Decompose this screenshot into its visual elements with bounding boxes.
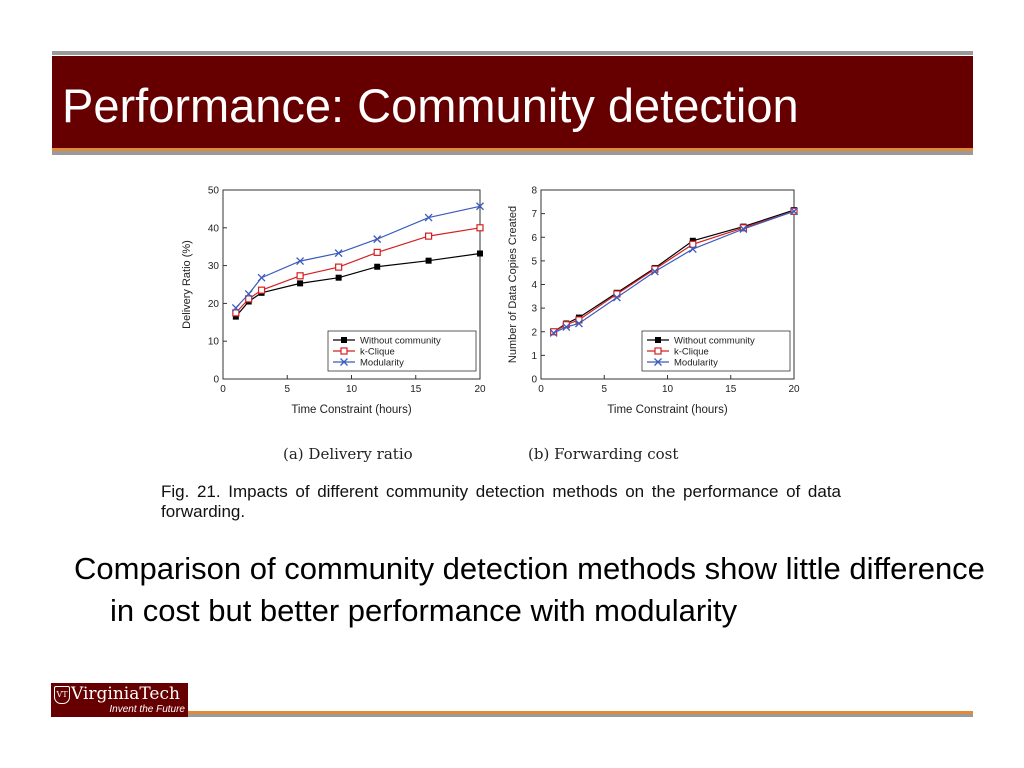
chart-1-legend-label: Without community: [360, 336, 441, 347]
chart-2-legend-label: k-Clique: [674, 347, 709, 358]
chart-1-data-point: [257, 286, 266, 294]
chart-2-x-axis-label: Time Constraint (hours): [607, 404, 728, 416]
chart-2-y-tick-label: 7: [531, 209, 537, 220]
chart-2-y-tick-label: 1: [531, 351, 537, 362]
chart-1-y-tick-label: 0: [213, 375, 219, 386]
header-rule-bottom: [52, 151, 973, 155]
chart-2-y-tick-label: 8: [531, 186, 537, 197]
logo-name: VirginiaTech: [71, 684, 180, 704]
chart-2-legend-label: Modularity: [674, 358, 718, 369]
chart-1-data-point: [476, 202, 484, 211]
chart-1-data-point: [335, 263, 343, 271]
chart-1-y-tick-label: 10: [208, 337, 220, 348]
figure: 0 5 10 15 20 0 10 20 30 40 50 Time Constraint (hour…: [150, 178, 850, 538]
chart-2-legend-marker: [654, 347, 662, 355]
footer-rule-accent: [188, 711, 973, 714]
chart-1-data-point: [476, 224, 484, 232]
chart-2-data-point: [574, 319, 583, 328]
chart-1-legend-label: k-Clique: [360, 347, 395, 358]
shield-icon: VT: [54, 686, 70, 704]
chart-1-data-point: [232, 313, 239, 320]
chart-1-y-tick-label: 30: [208, 261, 220, 272]
chart-2-data-point: [549, 328, 558, 337]
virginia-tech-logo: VT VirginiaTech Invent the Future: [51, 683, 188, 717]
chart-2-x-tick-label: 10: [662, 384, 674, 395]
chart-1-legend-label: Modularity: [360, 358, 404, 369]
chart-1-data-point: [334, 249, 343, 258]
chart-1-series-line: [235, 252, 481, 317]
chart-1-y-tick-label: 50: [208, 186, 220, 197]
chart-2-legend-marker: [654, 358, 662, 366]
chart-1-data-point: [245, 295, 253, 303]
chart-2-y-tick-label: 0: [531, 375, 537, 386]
chart-2-data-point: [688, 245, 697, 254]
body-text: Comparison of community detection method…: [74, 551, 985, 628]
chart-2-y-tick-label: 2: [531, 327, 537, 338]
chart-1-legend-marker: [341, 337, 347, 343]
chart-2-data-point: [562, 323, 571, 331]
caption-delivery-ratio: (a) Delivery ratio: [283, 445, 413, 463]
chart-2-x-tick-label: 0: [538, 384, 544, 395]
chart-2-data-point: [739, 225, 748, 233]
chart-1-data-point: [477, 250, 483, 257]
slide-title: Performance: Community detection: [62, 79, 799, 132]
chart-2-y-tick-label: 5: [531, 256, 537, 267]
chart-1-x-tick-label: 10: [346, 384, 358, 395]
chart-1-x-tick-label: 0: [220, 384, 226, 395]
chart-2-data-point: [650, 267, 659, 276]
chart-1-data-point: [424, 213, 433, 222]
chart-1-y-tick-label: 20: [208, 299, 220, 310]
chart-2-legend-label: Without community: [674, 336, 755, 347]
chart-1-data-point: [296, 272, 304, 280]
chart-2-y-tick-label: 3: [531, 304, 537, 315]
figure-caption: Fig. 21. Impacts of different community …: [161, 482, 841, 521]
caption-forwarding-cost: (b) Forwarding cost: [528, 445, 679, 463]
chart-1-x-tick-label: 5: [284, 384, 290, 395]
chart-1-x-axis-label: Time Constraint (hours): [291, 404, 412, 416]
chart-1-y-tick-label: 40: [208, 223, 220, 234]
chart-2-series-line: [553, 210, 795, 334]
chart-1-data-point: [425, 257, 432, 264]
chart-1-data-point: [296, 257, 305, 266]
chart-1-series-line: [235, 205, 481, 309]
chart-1-x-tick-label: 20: [474, 384, 486, 395]
chart-1-data-point: [335, 274, 342, 281]
footer-rule: [188, 714, 973, 717]
chart-2-x-tick-label: 15: [725, 384, 737, 395]
chart-1-legend-marker: [340, 358, 348, 366]
chart-2-data-point: [612, 293, 621, 302]
chart-1-data-point: [373, 248, 381, 256]
chart-1-y-axis-label: Delivery Ratio (%): [181, 240, 193, 329]
chart-2-series-line: [553, 209, 795, 333]
chart-1-data-point: [374, 263, 381, 270]
chart-1-data-point: [297, 280, 304, 287]
header-rule-top: [52, 51, 973, 55]
logo-tagline: Invent the Future: [109, 704, 185, 715]
chart-2-y-tick-label: 4: [531, 280, 537, 291]
chart-2-x-tick-label: 5: [601, 384, 607, 395]
chart-1-legend-marker: [340, 347, 348, 355]
chart-1-series-line: [235, 227, 481, 314]
chart-2-series-line: [553, 210, 795, 333]
chart-2-data-point: [790, 207, 798, 216]
chart-1-data-point: [257, 273, 266, 282]
chart-1-data-point: [232, 309, 240, 317]
title-bar: [52, 56, 973, 148]
header-rule-accent: [52, 148, 973, 151]
chart-1-data-point: [373, 235, 382, 244]
chart-2-legend-marker: [655, 337, 661, 343]
chart-1-data-point: [231, 303, 240, 312]
chart-2-x-tick-label: 20: [788, 384, 800, 395]
chart-2-y-tick-label: 6: [531, 233, 537, 244]
chart-2-y-axis-label: Number of Data Copies Created: [507, 206, 519, 363]
chart-1-data-point: [244, 289, 253, 298]
chart-1-x-tick-label: 15: [410, 384, 422, 395]
chart-1-data-point: [425, 232, 433, 240]
chart-2-data-point: [689, 240, 697, 248]
